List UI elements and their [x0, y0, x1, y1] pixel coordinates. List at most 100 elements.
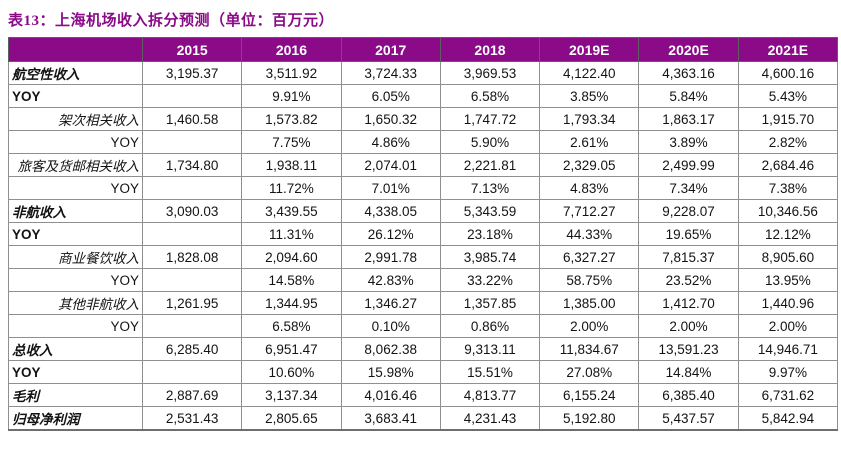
value-cell: 1,261.95 — [141, 291, 243, 315]
table-title: 表13：上海机场收入拆分预测（单位：百万元） — [8, 13, 335, 29]
table-row: 归母净利润 2,531.43 2,805.65 3,683.41 4,231.43 5,1… — [8, 406, 839, 431]
value-cell: 2,684.46 — [737, 153, 839, 177]
value-cell: 26.12% — [340, 222, 441, 246]
row-label: YOY — [8, 176, 143, 200]
value-cell: 19.65% — [638, 222, 739, 246]
value-cell: 6.58% — [439, 84, 541, 108]
header-row: 2015 2016 2017 2018 2019E 2020E 2021E — [8, 37, 839, 62]
value-cell: 3.85% — [539, 84, 640, 108]
row-label: YOY — [8, 314, 143, 338]
value-cell: 1,344.95 — [241, 291, 342, 315]
value-cell: 3,969.53 — [439, 61, 541, 85]
value-cell: 9.91% — [241, 84, 342, 108]
value-cell: 0.86% — [439, 314, 541, 338]
row-label: YOY — [8, 84, 143, 108]
value-cell: 15.51% — [439, 360, 541, 384]
table-row: 其他非航收入 1,261.95 1,344.95 1,346.27 1,357.85 1,… — [8, 291, 839, 315]
table-row: YOY 11.72% 7.01% 7.13% 4.83% 7.34% 7.38% — [8, 176, 839, 200]
value-cell: 4,813.77 — [439, 383, 541, 407]
value-cell: 5.84% — [638, 84, 739, 108]
value-cell: 8,062.38 — [340, 337, 441, 361]
value-cell: 33.22% — [439, 268, 541, 292]
year-header-cell: 2018 — [439, 37, 541, 62]
value-cell: 2.00% — [539, 314, 640, 338]
table-row: 航空性收入 3,195.37 3,511.92 3,724.33 3,969.53 4,1… — [8, 61, 839, 85]
value-cell — [141, 130, 243, 154]
value-cell: 6,731.62 — [737, 383, 839, 407]
value-cell: 1,734.80 — [141, 153, 243, 177]
value-cell: 4,363.16 — [638, 61, 739, 85]
value-cell: 1,573.82 — [241, 107, 342, 131]
value-cell: 13.95% — [737, 268, 839, 292]
value-cell: 2,805.65 — [241, 406, 342, 431]
row-label: 毛利 — [8, 383, 143, 407]
value-cell: 1,915.70 — [737, 107, 839, 131]
value-cell: 9,313.11 — [439, 337, 541, 361]
year-header-cell: 2020E — [638, 37, 739, 62]
table-row: 总收入 6,285.40 6,951.47 8,062.38 9,313.11 11,83… — [8, 337, 839, 361]
value-cell: 2,991.78 — [340, 245, 441, 269]
value-cell: 2,329.05 — [539, 153, 640, 177]
value-cell: 4,122.40 — [539, 61, 640, 85]
corner-header-cell — [8, 37, 143, 62]
value-cell: 42.83% — [340, 268, 441, 292]
value-cell: 6.58% — [241, 314, 342, 338]
value-cell: 1,793.34 — [539, 107, 640, 131]
value-cell: 1,385.00 — [539, 291, 640, 315]
value-cell — [141, 314, 243, 338]
value-cell: 6,327.27 — [539, 245, 640, 269]
value-cell: 6,385.40 — [638, 383, 739, 407]
year-header-cell: 2021E — [737, 37, 839, 62]
value-cell: 3,511.92 — [241, 61, 342, 85]
row-label: YOY — [8, 222, 143, 246]
table-row: 非航收入 3,090.03 3,439.55 4,338.05 5,343.59 7,71… — [8, 199, 839, 223]
value-cell: 2,531.43 — [141, 406, 243, 431]
value-cell: 11.72% — [241, 176, 342, 200]
value-cell: 2,499.99 — [638, 153, 739, 177]
value-cell: 27.08% — [539, 360, 640, 384]
value-cell: 2.82% — [737, 130, 839, 154]
value-cell: 3.89% — [638, 130, 739, 154]
value-cell: 14.84% — [638, 360, 739, 384]
value-cell: 2,887.69 — [141, 383, 243, 407]
value-cell: 9,228.07 — [638, 199, 739, 223]
value-cell: 10.60% — [241, 360, 342, 384]
value-cell: 3,137.34 — [241, 383, 342, 407]
value-cell: 4,231.43 — [439, 406, 541, 431]
value-cell: 8,905.60 — [737, 245, 839, 269]
row-label: 架次相关收入 — [8, 107, 143, 131]
table-row: YOY 9.91% 6.05% 6.58% 3.85% 5.84% 5.43% — [8, 84, 839, 108]
value-cell: 14.58% — [241, 268, 342, 292]
value-cell: 11.31% — [241, 222, 342, 246]
value-cell: 15.98% — [340, 360, 441, 384]
value-cell: 5.90% — [439, 130, 541, 154]
value-cell: 2.61% — [539, 130, 640, 154]
value-cell: 1,346.27 — [340, 291, 441, 315]
value-cell: 7,815.37 — [638, 245, 739, 269]
value-cell — [141, 222, 243, 246]
table-row: YOY 7.75% 4.86% 5.90% 2.61% 3.89% 2.82% — [8, 130, 839, 154]
value-cell: 3,724.33 — [340, 61, 441, 85]
value-cell: 2,094.60 — [241, 245, 342, 269]
table-row: 架次相关收入 1,460.58 1,573.82 1,650.32 1,747.72 1,… — [8, 107, 839, 131]
value-cell: 3,090.03 — [141, 199, 243, 223]
row-label: YOY — [8, 268, 143, 292]
table-row: YOY 6.58% 0.10% 0.86% 2.00% 2.00% 2.00% — [8, 314, 839, 338]
value-cell: 13,591.23 — [638, 337, 739, 361]
table-row: 毛利 2,887.69 3,137.34 4,016.46 4,813.77 6,155.… — [8, 383, 839, 407]
value-cell: 4.83% — [539, 176, 640, 200]
value-cell: 1,412.70 — [638, 291, 739, 315]
value-cell — [141, 360, 243, 384]
row-label: 总收入 — [8, 337, 143, 361]
value-cell: 7.13% — [439, 176, 541, 200]
value-cell: 1,440.96 — [737, 291, 839, 315]
row-label: 航空性收入 — [8, 61, 143, 85]
value-cell: 7.34% — [638, 176, 739, 200]
value-cell: 3,195.37 — [141, 61, 243, 85]
row-label: YOY — [8, 360, 143, 384]
value-cell: 11,834.67 — [539, 337, 640, 361]
revenue-forecast-table: 2015 2016 2017 2018 2019E 2020E 2021E 航空性收入 3,1… — [8, 37, 839, 431]
value-cell: 7,712.27 — [539, 199, 640, 223]
value-cell: 5,343.59 — [439, 199, 541, 223]
row-label: YOY — [8, 130, 143, 154]
